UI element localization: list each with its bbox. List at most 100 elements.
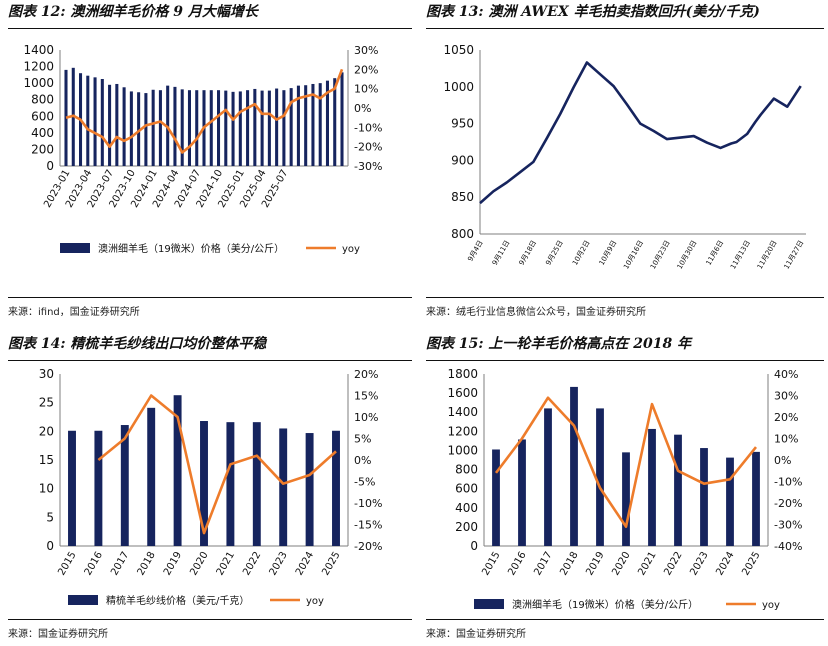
bar [173, 86, 177, 166]
x-tick-label: 10月2日 [571, 239, 592, 267]
bar [217, 90, 221, 166]
y-tick-label-left: 1200 [23, 60, 54, 74]
legend-line-label: yoy [342, 244, 360, 255]
yoy-line [494, 396, 758, 528]
y-tick-label-left: 25 [39, 396, 54, 410]
x-tick-label: 9月25日 [544, 239, 565, 267]
chart-title: 图表 15: 上一轮羊毛价格高点在 2018 年 [426, 336, 692, 352]
bar [304, 85, 308, 166]
x-tick-label: 2019 [162, 550, 184, 578]
chart-12: 1400 1200 1000 800 600 400 200 0 30% 20% 10% 0% -10%… [23, 43, 382, 255]
y-tick-label-right: 20% [354, 63, 378, 76]
bar [64, 69, 68, 166]
y-tick-label-left: 1000 [23, 76, 54, 90]
y-tick-label-left: 1000 [447, 443, 478, 457]
x-tick-label: 9月18日 [518, 239, 539, 267]
x-tick-label: 2025 [320, 550, 342, 578]
y-tick-label-left: 200 [455, 520, 478, 534]
x-tick-label: 10月9日 [598, 239, 619, 267]
y-tick-label-left: 1400 [447, 405, 478, 419]
bar [93, 77, 97, 166]
source-rule [426, 619, 824, 620]
y-tick-label-right: 0% [774, 454, 791, 467]
bar [726, 457, 734, 546]
y-tick-label-left: 600 [455, 482, 478, 496]
y-tick-label-left: 1600 [447, 386, 478, 400]
legend-bar-label: 澳洲细羊毛（19微米）价格（美分/公斤） [98, 242, 284, 255]
y-tick-label-right: -10% [354, 121, 382, 134]
bar [340, 72, 344, 166]
bar [305, 433, 314, 546]
bar [648, 428, 656, 546]
y-tick-label-left: 950 [451, 117, 474, 131]
chart-panel-14: 图表 14: 精梳羊毛纱线出口均价整体平稳 30 25 20 15 10 5 0 20% 15%… [8, 332, 412, 646]
source-rule [8, 619, 412, 620]
bar [325, 80, 329, 166]
y-tick-label-left: 800 [451, 227, 474, 241]
y-tick-label-left: 400 [455, 501, 478, 515]
y-tick-label-right: -10% [354, 497, 382, 510]
source-rule [426, 297, 824, 298]
bar [518, 439, 526, 546]
bar [252, 422, 261, 546]
chart-title: 图表 14: 精梳羊毛纱线出口均价整体平稳 [8, 336, 267, 352]
bar [108, 84, 112, 166]
bar [238, 91, 242, 166]
bar [752, 451, 760, 546]
y-tick-label-left: 0 [46, 539, 54, 553]
bar [151, 89, 155, 166]
y-tick-label-left: 600 [31, 109, 54, 123]
chart-source: 来源：绒毛行业信息微信公众号，国金证券研究所 [426, 307, 646, 318]
bar [596, 408, 604, 546]
bar [332, 430, 340, 546]
y-tick-label-left: 10 [39, 482, 54, 496]
bar [129, 91, 133, 166]
bar [147, 407, 156, 546]
chart-panel-12: 图表 12: 澳洲细羊毛价格 9 月大幅增长 1400 1200 1000 800 60… [8, 0, 412, 323]
bar [296, 85, 300, 166]
bar [246, 90, 250, 166]
bar [158, 90, 162, 166]
y-tick-label-right: 10% [774, 433, 798, 446]
title-rule [8, 28, 412, 29]
x-tick-label: 2018 [558, 550, 580, 578]
bar [209, 90, 213, 166]
y-tick-label-right: 15% [354, 390, 378, 403]
x-tick-label: 2018 [136, 550, 158, 578]
x-tick-label: 11月6日 [705, 239, 726, 267]
y-tick-label-left: 900 [451, 153, 474, 167]
bar [94, 430, 103, 546]
x-tick-label: 2020 [610, 550, 632, 578]
yoy-line [65, 68, 344, 154]
y-tick-label-right: 20% [774, 411, 798, 424]
y-tick-label-left: 1200 [447, 424, 478, 438]
y-tick-label-left: 0 [46, 159, 54, 173]
bar [226, 422, 235, 546]
chart-source: 来源：ifind，国金证券研究所 [8, 307, 140, 318]
legend-bar-swatch [60, 243, 90, 253]
y-tick-label-left: 1000 [443, 80, 474, 94]
x-tick-label: 10月23日 [649, 239, 672, 271]
x-tick-label: 2023 [688, 550, 710, 578]
bar [180, 89, 184, 166]
x-tick-label: 11月13日 [729, 239, 752, 271]
bar [115, 83, 119, 166]
x-tick-label: 2024 [294, 550, 316, 578]
bar [333, 78, 337, 166]
y-tick-label-right: 20% [354, 368, 378, 381]
y-tick-label-left: 1800 [447, 367, 478, 381]
y-tick-label-right: 5% [354, 433, 371, 446]
source-rule [8, 297, 412, 298]
bar [231, 91, 235, 166]
bar [200, 421, 208, 546]
x-tick-label: 2024 [714, 550, 736, 578]
y-tick-label-right: 30% [774, 390, 798, 403]
y-tick-label-left: 0 [470, 539, 478, 553]
y-tick-label-right: 0% [354, 454, 371, 467]
bar [173, 395, 182, 546]
legend-line-label: yoy [762, 600, 780, 611]
x-tick-label: 2016 [506, 550, 528, 578]
x-tick-label: 2022 [662, 550, 684, 578]
y-tick-label-right: -15% [354, 519, 382, 532]
